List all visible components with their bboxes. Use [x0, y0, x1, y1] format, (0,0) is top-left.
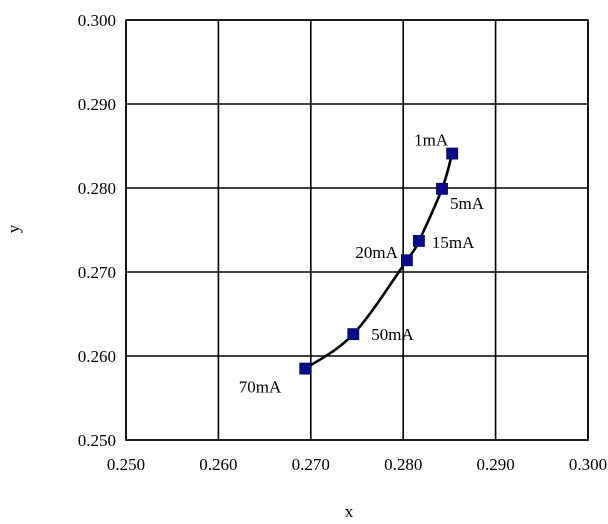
x-tick-label: 0.300 [569, 455, 607, 474]
point-label: 1mA [414, 131, 449, 150]
x-tick-label: 0.280 [384, 455, 422, 474]
data-point-marker [400, 254, 413, 267]
y-tick-label: 0.270 [78, 263, 116, 282]
data-point-marker [436, 182, 448, 195]
point-label: 15mA [432, 233, 475, 252]
data-markers [299, 147, 459, 375]
y-axis-title: y [4, 224, 23, 233]
data-point-marker [347, 328, 360, 341]
point-label: 20mA [355, 243, 398, 262]
x-axis-title: x [345, 502, 354, 521]
point-label: 5mA [450, 194, 485, 213]
plot-area-border [125, 19, 589, 441]
data-point-marker [446, 147, 459, 160]
y-tick-label: 0.260 [78, 347, 116, 366]
point-labels: 1mA 5mA 15mA 20mA 50mA 70mA [239, 131, 485, 397]
grid-lines [125, 19, 589, 441]
y-tick-label: 0.290 [78, 95, 116, 114]
y-tick-label: 0.300 [78, 11, 116, 30]
data-point-marker [413, 235, 425, 247]
point-label: 70mA [239, 378, 282, 397]
x-tick-label: 0.250 [107, 455, 145, 474]
point-label: 50mA [371, 325, 414, 344]
y-tick-label: 0.280 [78, 179, 116, 198]
x-tick-label: 0.260 [199, 455, 237, 474]
data-point-marker [299, 362, 312, 375]
x-tick-label: 0.290 [476, 455, 514, 474]
x-tick-label: 0.270 [292, 455, 330, 474]
y-tick-label: 0.250 [78, 431, 116, 450]
tick-labels: 0.250 0.260 0.270 0.280 0.290 0.300 0.250 0.260… [78, 11, 607, 474]
